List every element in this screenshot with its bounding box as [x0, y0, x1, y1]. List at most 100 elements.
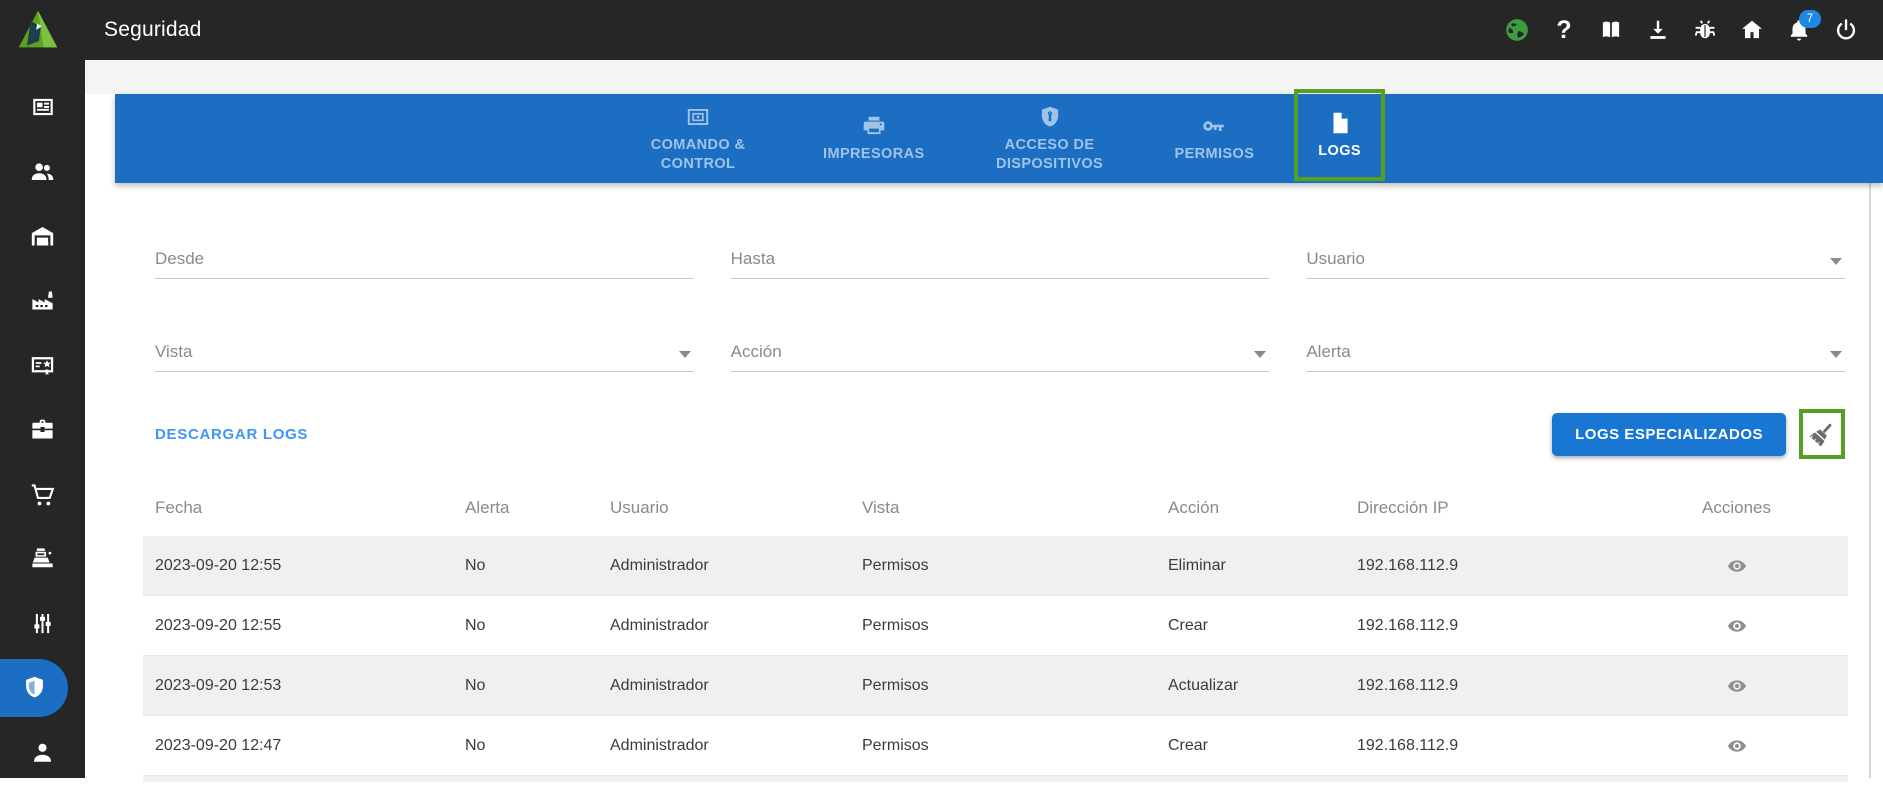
cell-vista: Permisos [862, 736, 929, 754]
tab-impresoras[interactable]: IMPRESORAS [813, 94, 935, 183]
cell-fecha: 2023-09-20 12:53 [155, 676, 282, 694]
sidebar-item-certificates[interactable] [0, 333, 85, 398]
actions-row: DESCARGAR LOGS LOGS ESPECIALIZADOS [155, 408, 1845, 460]
sidebar-item-security[interactable] [0, 656, 85, 721]
col-acciones: Acciones [1702, 498, 1771, 517]
tab-logs[interactable]: LOGS [1294, 89, 1385, 181]
cell-fecha: 2023-09-20 12:47 [155, 736, 282, 754]
cell-direccion-ip: 192.168.112.9 [1357, 676, 1459, 694]
table-row[interactable]: 2023-09-20 12:55 No Administrador Permis… [143, 536, 1848, 596]
table-row[interactable]: 2023-09-20 12:55 No Administrador Permis… [143, 596, 1848, 656]
logs-especializados-button[interactable]: LOGS ESPECIALIZADOS [1552, 412, 1786, 456]
cell-alerta: No [465, 676, 486, 694]
people-icon [29, 158, 56, 185]
help-icon[interactable]: ? [1556, 15, 1572, 44]
cell-usuario: Administrador [610, 736, 709, 754]
logs-table: Fecha Alerta Usuario Vista Acción Direcc… [143, 480, 1848, 782]
bug-icon[interactable] [1692, 17, 1718, 43]
view-log-button[interactable] [1722, 731, 1752, 761]
cell-usuario: Administrador [610, 616, 709, 634]
filters-row-1: Usuario [155, 231, 1845, 279]
briefcase-icon [29, 416, 56, 443]
descargar-logs-link[interactable]: DESCARGAR LOGS [155, 425, 309, 443]
cell-fecha: 2023-09-20 12:55 [155, 556, 282, 574]
factory-icon [29, 287, 56, 314]
tab-label: LOGS [1318, 142, 1361, 159]
cell-alerta: No [465, 556, 486, 574]
cell-usuario: Administrador [610, 676, 709, 694]
warehouse-icon [29, 223, 56, 250]
tab-label: ACCESO DE DISPOSITIVOS [995, 137, 1104, 172]
vista-select[interactable]: Vista [155, 324, 694, 372]
cash-register-icon [29, 545, 56, 572]
col-fecha: Fecha [155, 498, 203, 517]
home-icon[interactable] [1739, 17, 1765, 43]
view-log-button[interactable] [1722, 611, 1752, 641]
broom-icon [1807, 419, 1837, 449]
cell-alerta: No [465, 736, 486, 754]
cell-usuario: Administrador [610, 556, 709, 574]
sidebar-item-register[interactable] [0, 527, 85, 592]
sidebar-item-warehouse[interactable] [0, 204, 85, 269]
col-accion: Acción [1168, 498, 1220, 517]
hasta-input[interactable] [730, 249, 1270, 278]
tab-acceso-dispositivos[interactable]: ACCESO DE DISPOSITIVOS [965, 94, 1135, 183]
globe-icon[interactable] [1504, 17, 1530, 43]
cell-accion: Crear [1168, 616, 1209, 634]
person-icon [29, 739, 56, 766]
usuario-select[interactable]: Usuario [1306, 231, 1845, 279]
next-row-edge [143, 776, 1848, 782]
cart-icon [29, 481, 56, 508]
usuario-label: Usuario [1306, 249, 1365, 268]
cell-vista: Permisos [862, 676, 929, 694]
download-icon[interactable] [1645, 17, 1671, 43]
vista-label: Vista [155, 342, 193, 361]
document-icon [1327, 110, 1353, 136]
page-title: Seguridad [104, 18, 202, 41]
accion-select[interactable]: Acción [730, 324, 1270, 372]
alerta-label: Alerta [1306, 342, 1351, 361]
table-row[interactable]: 2023-09-20 12:53 No Administrador Permis… [143, 656, 1848, 716]
tab-label: PERMISOS [1174, 146, 1255, 163]
topbar-actions: ? [1504, 10, 1883, 44]
book-icon[interactable] [1598, 17, 1624, 43]
sidebar-item-cart[interactable] [0, 462, 85, 527]
desde-field[interactable] [155, 231, 694, 279]
desde-input[interactable] [155, 249, 694, 278]
sidebar-item-toolbox[interactable] [0, 398, 85, 463]
cell-accion: Crear [1168, 736, 1209, 754]
sidebar-item-users[interactable] [0, 140, 85, 205]
view-log-button[interactable] [1722, 671, 1752, 701]
bell-icon[interactable]: 7 [1786, 10, 1821, 43]
col-vista: Vista [862, 498, 900, 517]
hasta-field[interactable] [730, 231, 1270, 279]
clear-filters-button[interactable] [1799, 409, 1845, 459]
sidebar-item-news[interactable] [0, 75, 85, 140]
scrollbar[interactable] [1869, 183, 1871, 778]
tune-icon [29, 610, 56, 637]
table-row[interactable]: 2023-09-20 12:47 No Administrador Permis… [143, 716, 1848, 776]
alerta-select[interactable]: Alerta [1306, 324, 1845, 372]
col-alerta: Alerta [465, 498, 510, 517]
chevron-down-icon [1830, 351, 1842, 358]
cell-vista: Permisos [862, 616, 929, 634]
printer-icon [861, 113, 887, 139]
accion-label: Acción [730, 342, 782, 361]
table-header: Fecha Alerta Usuario Vista Acción Direcc… [143, 480, 1848, 536]
cell-direccion-ip: 192.168.112.9 [1357, 616, 1459, 634]
power-icon[interactable] [1833, 17, 1859, 43]
col-usuario: Usuario [610, 498, 669, 517]
sidebar-item-factory[interactable] [0, 269, 85, 334]
shield-key-icon [1037, 104, 1063, 130]
tab-permisos[interactable]: PERMISOS [1165, 94, 1265, 183]
tab-label: COMANDO & CONTROL [650, 137, 746, 172]
col-direccion-ip: Dirección IP [1357, 498, 1449, 517]
topbar: Seguridad ? [0, 0, 1883, 60]
cell-direccion-ip: 192.168.112.9 [1357, 556, 1459, 574]
sidebar [0, 60, 85, 778]
sidebar-item-profile[interactable] [0, 720, 85, 785]
screen-icon [685, 104, 711, 130]
view-log-button[interactable] [1722, 551, 1752, 581]
sidebar-item-settings[interactable] [0, 591, 85, 656]
tab-comando-control[interactable]: COMANDO & CONTROL [613, 94, 783, 183]
